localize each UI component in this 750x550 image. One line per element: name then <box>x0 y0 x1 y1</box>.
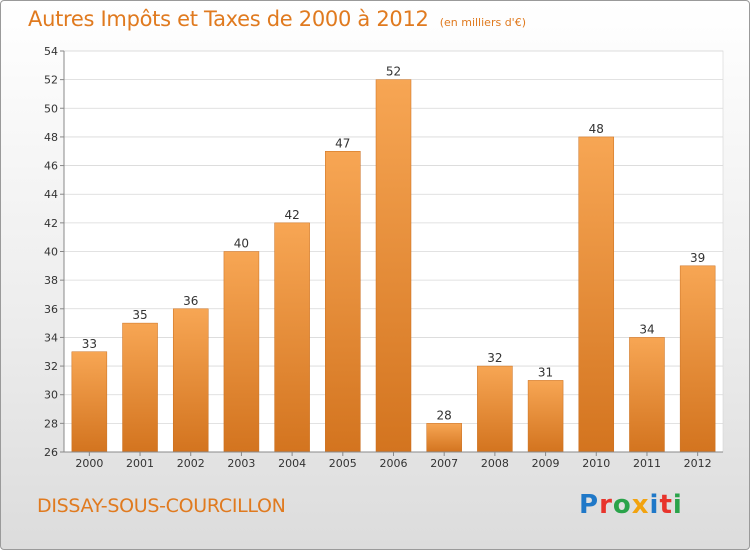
value-label-2000: 33 <box>82 337 97 351</box>
logo-letter: i <box>672 490 683 520</box>
logo-letter: i <box>649 490 660 520</box>
value-label-2004: 42 <box>284 208 299 222</box>
y-tick-label: 50 <box>44 102 58 115</box>
y-tick-label: 48 <box>44 131 58 144</box>
y-tick-label: 54 <box>44 45 58 58</box>
bar-2000 <box>71 351 108 453</box>
y-tick-label: 46 <box>44 160 58 173</box>
chart-subtitle: (en milliers d'€) <box>439 16 526 29</box>
title-row: Autres Impôts et Taxes de 2000 à 2012 (e… <box>28 7 526 31</box>
value-label-2002: 36 <box>183 294 198 308</box>
x-tick-label-2009: 2009 <box>532 457 560 470</box>
value-label-2011: 34 <box>639 322 654 336</box>
y-tick-label: 36 <box>44 303 58 316</box>
logo-letter: P <box>579 490 600 520</box>
x-tick-label-2004: 2004 <box>278 457 306 470</box>
y-tick-label: 28 <box>44 417 58 430</box>
x-tick-label-2001: 2001 <box>126 457 154 470</box>
x-tick-label-2012: 2012 <box>684 457 712 470</box>
commune-name: DISSAY-SOUS-COURCILLON <box>37 495 286 517</box>
logo-letter: t <box>659 490 673 520</box>
logo-letter: x <box>631 490 650 520</box>
value-label-2003: 40 <box>234 237 249 251</box>
bar-2004 <box>274 222 310 453</box>
value-label-2012: 39 <box>690 251 705 265</box>
x-tick-label-2005: 2005 <box>329 457 357 470</box>
y-tick-label: 38 <box>44 274 58 287</box>
bar-2005 <box>325 151 361 453</box>
value-label-2006: 52 <box>386 65 401 79</box>
value-label-2008: 32 <box>487 351 502 365</box>
bar-2011 <box>629 337 665 453</box>
x-tick-label-2006: 2006 <box>380 457 408 470</box>
bar-2010 <box>578 136 615 453</box>
y-tick-label: 32 <box>44 360 58 373</box>
y-tick-label: 30 <box>44 389 58 402</box>
y-tick-label: 34 <box>44 331 58 344</box>
x-tick-label-2010: 2010 <box>582 457 610 470</box>
x-tick-label-2008: 2008 <box>481 457 509 470</box>
x-tick-label-2002: 2002 <box>177 457 205 470</box>
y-tick-label: 44 <box>44 188 58 201</box>
x-tick-label-2011: 2011 <box>633 457 661 470</box>
y-tick-label: 52 <box>44 74 58 87</box>
bar-2001 <box>122 322 158 453</box>
chart-title: Autres Impôts et Taxes de 2000 à 2012 <box>28 7 429 31</box>
value-label-2007: 28 <box>437 408 452 422</box>
bar-2012 <box>679 265 716 453</box>
bar-2009 <box>527 380 564 453</box>
y-tick-label: 42 <box>44 217 58 230</box>
y-tick-label: 40 <box>44 246 58 259</box>
logo-letter: o <box>612 490 632 520</box>
x-tick-label-2000: 2000 <box>75 457 103 470</box>
bar-2006 <box>375 79 412 453</box>
bar-2007 <box>426 423 462 453</box>
x-tick-label-2003: 2003 <box>227 457 255 470</box>
logo-letter: r <box>599 490 613 520</box>
bar-2008 <box>477 365 513 453</box>
value-label-2001: 35 <box>132 308 147 322</box>
bar-2002 <box>172 308 209 453</box>
proxiti-logo: Proxiti <box>579 490 683 520</box>
value-label-2010: 48 <box>589 122 604 136</box>
value-label-2005: 47 <box>335 136 350 150</box>
bar-2003 <box>223 251 260 453</box>
x-tick-label-2007: 2007 <box>430 457 458 470</box>
y-tick-label: 26 <box>44 446 58 459</box>
value-label-2009: 31 <box>538 365 553 379</box>
